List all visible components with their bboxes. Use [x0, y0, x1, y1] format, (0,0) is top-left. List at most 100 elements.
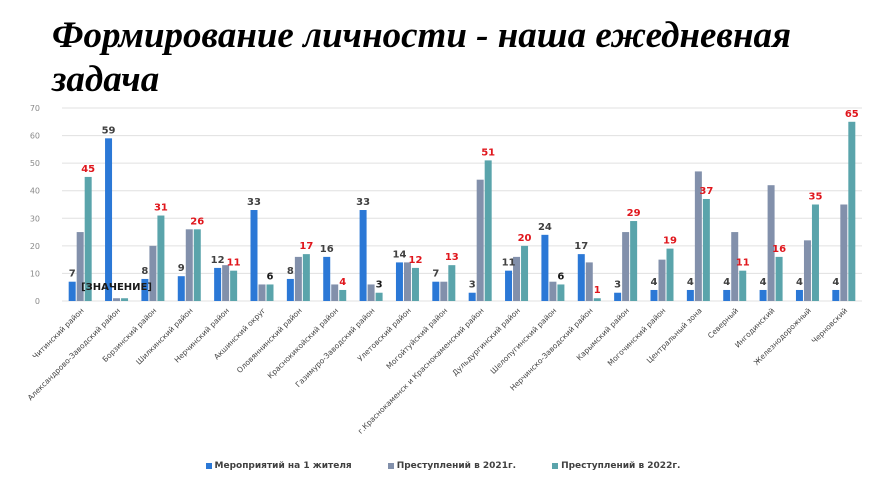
bar — [193, 229, 201, 301]
data-label: 11 — [227, 258, 241, 269]
bar — [702, 198, 710, 301]
data-label: 45 — [81, 164, 95, 175]
bar — [113, 298, 121, 301]
bar — [614, 292, 622, 301]
bar — [476, 179, 484, 301]
bar — [585, 262, 593, 301]
data-label: 31 — [154, 203, 168, 214]
bar — [666, 248, 674, 301]
bar — [739, 270, 747, 301]
bar — [395, 262, 403, 301]
legend-swatch-crimes-2022 — [552, 463, 559, 469]
data-label: 59 — [102, 125, 116, 136]
bar — [848, 121, 856, 302]
bar — [339, 289, 347, 301]
legend-item-crimes-2021: Преступлений в 2021г. — [387, 461, 517, 471]
bar — [121, 298, 129, 301]
data-label: 12 — [408, 255, 422, 266]
x-category-label: Дульдургинский район — [450, 306, 522, 378]
legend: Мероприятий на 1 жителя Преступлений в 2… — [0, 461, 886, 471]
bar — [505, 270, 513, 301]
data-label: 51 — [481, 147, 495, 158]
bar — [541, 234, 549, 301]
bar — [630, 221, 638, 301]
data-label: 65 — [845, 109, 859, 120]
bar — [448, 265, 456, 301]
bar — [266, 284, 274, 301]
bar — [440, 281, 448, 301]
x-category-label: Краснокикойский район — [266, 306, 340, 380]
data-label: 24 — [538, 222, 552, 233]
bar — [622, 232, 630, 301]
data-label: 37 — [699, 186, 713, 197]
bar — [323, 256, 331, 301]
data-label: 33 — [356, 197, 370, 208]
data-label: 26 — [190, 216, 204, 227]
bar — [375, 292, 383, 301]
y-axis-ticks: 0 10 20 30 40 50 60 70 — [30, 104, 40, 306]
bar — [731, 232, 739, 301]
legend-label-events: Мероприятий на 1 жителя — [214, 461, 352, 471]
bar — [593, 298, 601, 301]
data-label: 11 — [736, 258, 750, 269]
bar — [286, 278, 294, 301]
bar — [577, 254, 585, 301]
data-label: 9 — [178, 263, 185, 274]
bars — [68, 121, 856, 302]
y-tick-label: 30 — [30, 214, 40, 223]
data-label: 8 — [141, 266, 148, 277]
bar — [76, 232, 84, 301]
y-tick-label: 50 — [30, 159, 40, 168]
bar — [795, 289, 803, 301]
y-tick-label: 10 — [30, 269, 40, 278]
data-label: 8 — [287, 266, 294, 277]
bar — [84, 176, 92, 301]
data-label: 14 — [392, 249, 406, 260]
bar — [411, 267, 419, 301]
data-label: 19 — [663, 236, 677, 247]
legend-swatch-events — [205, 463, 212, 469]
bar — [141, 278, 149, 301]
data-label: 3 — [376, 280, 383, 291]
data-label: 6 — [267, 271, 274, 282]
bar — [403, 262, 411, 301]
bar — [432, 281, 440, 301]
y-tick-label: 60 — [30, 132, 40, 141]
bar — [759, 289, 767, 301]
data-label: 35 — [808, 192, 822, 203]
bar — [185, 229, 193, 301]
bar — [840, 204, 848, 301]
legend-swatch-crimes-2021 — [387, 463, 394, 469]
legend-label-crimes-2021: Преступлений в 2021г. — [396, 461, 517, 471]
bar — [367, 284, 375, 301]
bar — [359, 210, 367, 301]
x-category-label: Могойтуйский район — [384, 306, 449, 371]
bar — [302, 254, 310, 301]
bar — [250, 210, 258, 301]
bar — [177, 276, 185, 301]
data-label: 13 — [445, 252, 459, 263]
data-label: 20 — [518, 233, 532, 244]
data-label: 4 — [832, 277, 839, 288]
bar — [775, 256, 783, 301]
data-label: 17 — [574, 241, 588, 252]
y-tick-label: 70 — [30, 104, 40, 113]
bar — [258, 284, 266, 301]
page-title: Формирование личности - наша ежедневная … — [52, 15, 792, 100]
x-category-label: Оловяннинский район — [235, 306, 304, 375]
data-label: 4 — [796, 277, 803, 288]
bar — [157, 215, 165, 301]
bar — [222, 265, 230, 301]
data-label: 17 — [299, 241, 313, 252]
data-label: 4 — [651, 277, 658, 288]
legend-label-crimes-2022: Преступлений в 2022г. — [561, 461, 681, 471]
data-label: 16 — [772, 244, 786, 255]
bar — [767, 185, 775, 301]
x-category-label: Северный — [706, 306, 740, 340]
bar — [811, 204, 819, 301]
legend-item-events: Мероприятий на 1 жителя — [205, 461, 352, 471]
x-category-label: Черновский — [810, 306, 850, 346]
